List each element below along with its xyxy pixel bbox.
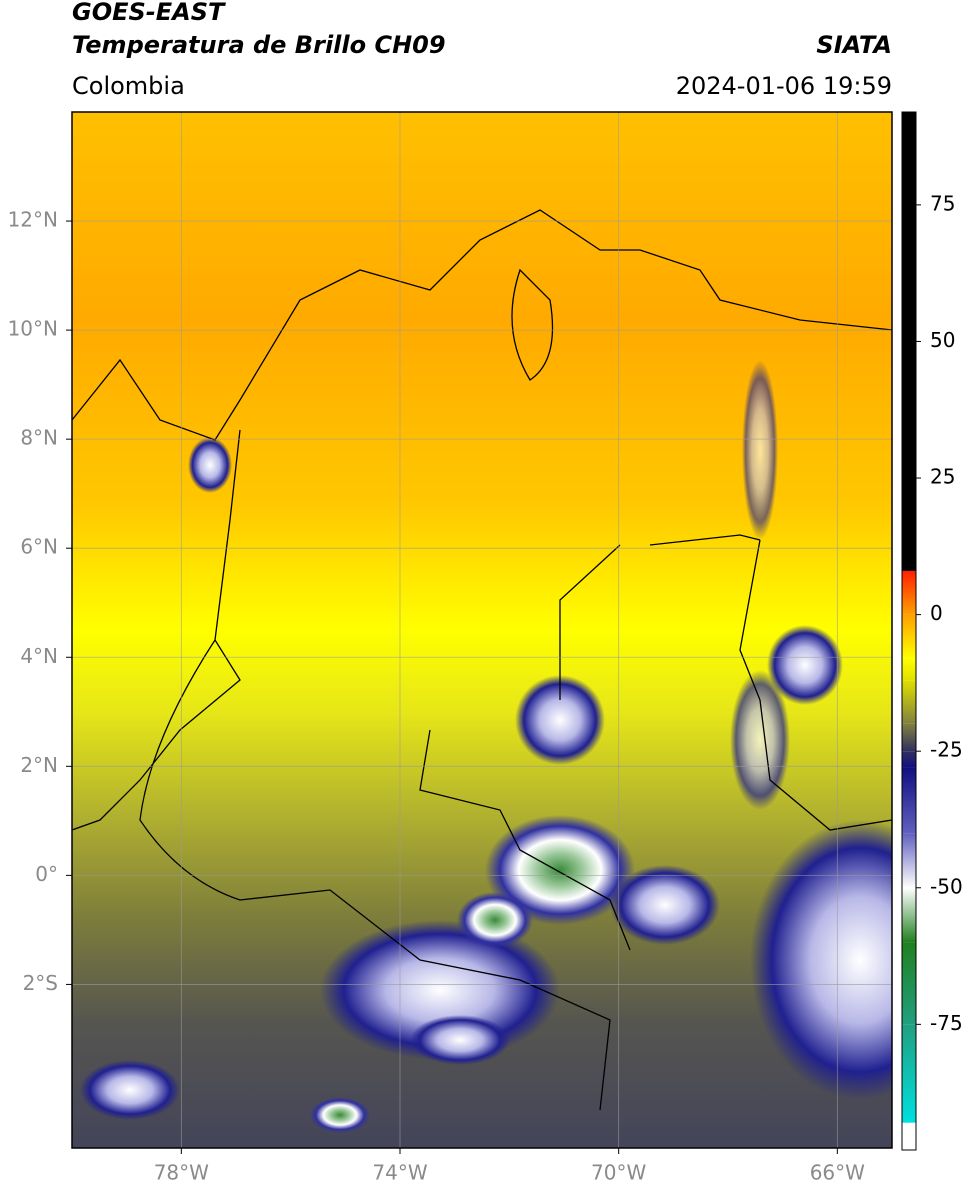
colorbar-segment <box>902 1122 916 1150</box>
colorbar-tick-label: -50 <box>930 874 963 898</box>
lat-tick-label: 8°N <box>20 426 58 450</box>
lat-tick-label: 12°N <box>8 208 58 232</box>
lon-tick-label: 78°W <box>154 1161 209 1185</box>
lat-tick-label: 4°N <box>20 644 58 668</box>
cloud <box>515 675 605 765</box>
cloud <box>485 815 635 925</box>
colorbar-frame <box>901 111 917 1151</box>
cloud <box>767 625 843 705</box>
map-image <box>72 112 892 1148</box>
colorbar-tick-label: -25 <box>930 738 963 762</box>
colorbar-tick-label: 75 <box>930 191 955 215</box>
colorbar-tick-label: 25 <box>930 465 955 489</box>
lon-tick-label: 70°W <box>591 1161 646 1185</box>
cloud <box>310 1097 370 1133</box>
cloud <box>730 670 790 810</box>
region: Colombia <box>72 72 185 100</box>
source: SIATA <box>816 31 892 59</box>
colorbar-segment <box>902 887 916 943</box>
cloud <box>80 1060 180 1120</box>
map-frame <box>71 111 893 1149</box>
cloud <box>457 892 533 948</box>
subtitle: Temperatura de Brillo CH09 <box>72 31 446 59</box>
lat-tick-label: 2°N <box>20 753 58 777</box>
colorbar-tick-label: -75 <box>930 1011 963 1035</box>
colorbar-segment <box>902 942 916 1025</box>
colorbar-tick-label: 0 <box>930 601 943 625</box>
lat-tick-label: 10°N <box>8 317 58 341</box>
datetime: 2024-01-06 19:59 <box>676 72 892 100</box>
colorbar-segment <box>902 614 916 659</box>
lon-tick-label: 74°W <box>372 1161 427 1185</box>
borders <box>72 209 892 1111</box>
lat-tick-label: 2°S <box>23 971 58 995</box>
colorbar-segment <box>902 833 916 888</box>
colorbar-segment <box>902 658 916 681</box>
cloud <box>188 437 232 493</box>
lat-tick-label: 6°N <box>20 535 58 559</box>
cloud <box>410 1015 510 1065</box>
cloud <box>742 360 778 540</box>
lon-tick-label: 66°W <box>810 1161 865 1185</box>
cloud <box>610 865 720 945</box>
title: GOES-EAST <box>72 0 226 26</box>
colorbar-segment <box>902 767 916 834</box>
colorbar-segment <box>902 1024 916 1123</box>
colorbar-segment <box>902 112 916 571</box>
cloud <box>750 820 892 1100</box>
lat-tick-label: 0° <box>35 862 58 886</box>
colorbar-segment <box>902 723 916 752</box>
colorbar-segment <box>902 570 916 615</box>
colorbar-tick-label: 50 <box>930 328 955 352</box>
colorbar-segment <box>902 751 916 768</box>
colorbar-segment <box>902 680 916 724</box>
